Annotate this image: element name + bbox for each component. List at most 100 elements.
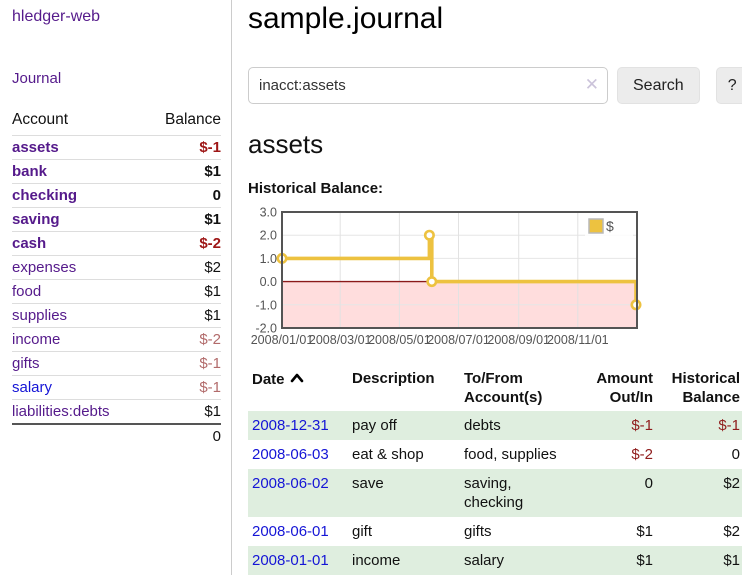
transaction-date-link[interactable]: 2008-06-03 [252,446,329,463]
transaction-accounts: food, supplies [464,446,557,463]
account-row: bank $1 [12,159,221,184]
account-row: expenses $2 [12,255,221,280]
account-link-salary[interactable]: salary [12,379,53,396]
account-balance: 0 [144,183,221,208]
account-balance: $-1 [144,135,221,160]
svg-text:0.0: 0.0 [260,275,277,289]
register-table: Date Description To/From Account(s) Amou… [248,367,742,575]
accounts-header-row: Account Balance [12,107,221,136]
legend-label: $ [606,218,614,234]
account-link-income[interactable]: income [12,331,61,348]
transaction-balance: $1 [655,546,742,575]
transaction-date-link[interactable]: 2008-12-31 [252,417,329,434]
register-row: 2008-06-02 save saving, checking 0 $2 [248,469,742,517]
svg-text:2008/01/01: 2008/01/01 [251,333,314,347]
transaction-date-link[interactable]: 2008-06-02 [252,475,329,492]
search-form: ✕ Search ? [248,67,742,104]
transaction-accounts: gifts [464,523,492,540]
account-row: food $1 [12,279,221,304]
svg-text:2008/09/01: 2008/09/01 [487,333,550,347]
transaction-balance: $2 [723,523,740,540]
sort-ascending-icon [290,369,304,388]
account-heading: assets [248,129,324,159]
transaction-balance: 0 [731,446,740,463]
account-balance: $1 [144,207,221,232]
transaction-accounts: debts [464,411,582,440]
chart-legend: $ [585,216,633,237]
x-axis-labels: 2008/01/01 2008/03/01 2008/05/01 2008/07… [251,333,609,347]
svg-text:-2.0: -2.0 [255,322,277,336]
account-link-expenses[interactable]: expenses [12,259,77,276]
account-balance: $1 [144,279,221,304]
account-balance: $-2 [144,327,221,352]
column-header-date-label: Date [252,371,285,388]
account-row: cash $-2 [12,231,221,256]
help-button[interactable]: ? [715,67,742,104]
account-balance: $1 [144,399,221,424]
account-link-bank[interactable]: bank [12,163,48,180]
transaction-balance: $2 [655,469,742,517]
register-row: 2008-06-03 eat & shop food, supplies $-2… [248,440,742,469]
chart-title: Historical Balance: [248,180,384,197]
account-row: assets $-1 [12,135,221,160]
svg-text:1.0: 1.0 [260,252,277,266]
legend-swatch [588,218,604,234]
transaction-balance: $-1 [655,411,742,440]
transaction-accounts: saving, checking [464,469,582,517]
sidebar: hledger-web Journal Account Balance asse… [0,0,232,575]
account-row: supplies $1 [12,303,221,328]
transaction-date-link[interactable]: 2008-01-01 [252,552,329,569]
account-row: saving $1 [12,207,221,232]
transaction-amount: $-2 [631,446,653,463]
accounts-col-balance: Balance [164,111,221,128]
account-balance: $1 [144,159,221,184]
svg-text:2008/03/01: 2008/03/01 [309,333,372,347]
search-input[interactable] [248,67,608,104]
account-row: income $-2 [12,327,221,352]
transaction-description: gift [352,523,373,540]
account-row: liabilities:debts $1 [12,399,221,424]
y-axis-labels: 3.0 2.0 1.0 0.0 -1.0 -2.0 [255,206,277,336]
svg-text:2008/05/01: 2008/05/01 [368,333,431,347]
column-header-date[interactable]: Date [248,367,352,411]
account-link-saving[interactable]: saving [12,211,60,228]
account-balance: $-2 [144,231,221,256]
account-link-food[interactable]: food [12,283,42,300]
svg-text:2008/11/01: 2008/11/01 [547,333,609,347]
transaction-description: save [352,469,464,517]
transaction-description: income [352,546,464,575]
column-header-accounts: To/From Account(s) [464,370,543,406]
app-title-link[interactable]: hledger-web [12,8,101,25]
svg-text:2.0: 2.0 [260,229,277,243]
account-link-checking[interactable]: checking [12,187,78,204]
account-link-liabilities-debts[interactable]: liabilities:debts [12,403,110,420]
svg-text:3.0: 3.0 [260,206,277,220]
account-link-gifts[interactable]: gifts [12,355,40,372]
accounts-col-account: Account [12,111,69,128]
sidebar-item-journal[interactable]: Journal [12,70,62,87]
transaction-amount: $1 [636,523,653,540]
accounts-total-row: 0 [12,423,221,448]
register-header-row: Date Description To/From Account(s) Amou… [248,367,742,411]
account-balance: $-1 [144,375,221,400]
column-header-amount: Amount Out/In [596,370,653,406]
account-balance: $2 [144,255,221,280]
transaction-amount: $1 [582,546,655,575]
account-link-supplies[interactable]: supplies [12,307,68,324]
column-header-balance: Historical Balance [671,370,740,406]
transaction-description: eat & shop [352,446,424,463]
main-content: sample.journal ✕ Search ? assets Histori… [232,0,742,575]
clear-search-icon[interactable]: ✕ [584,75,599,94]
account-link-assets[interactable]: assets [12,139,59,156]
account-balance: $-1 [144,351,221,376]
transaction-date-link[interactable]: 2008-06-01 [252,523,329,540]
transaction-amount: 0 [582,469,655,517]
column-header-description: Description [352,370,435,387]
search-input-wrap: ✕ [248,67,608,104]
register-row: 2008-12-31 pay off debts $-1 $-1 [248,411,742,440]
account-balance: $1 [144,303,221,328]
svg-text:2008/07/01: 2008/07/01 [427,333,490,347]
account-link-cash[interactable]: cash [12,235,47,252]
search-button[interactable]: Search [617,67,700,104]
